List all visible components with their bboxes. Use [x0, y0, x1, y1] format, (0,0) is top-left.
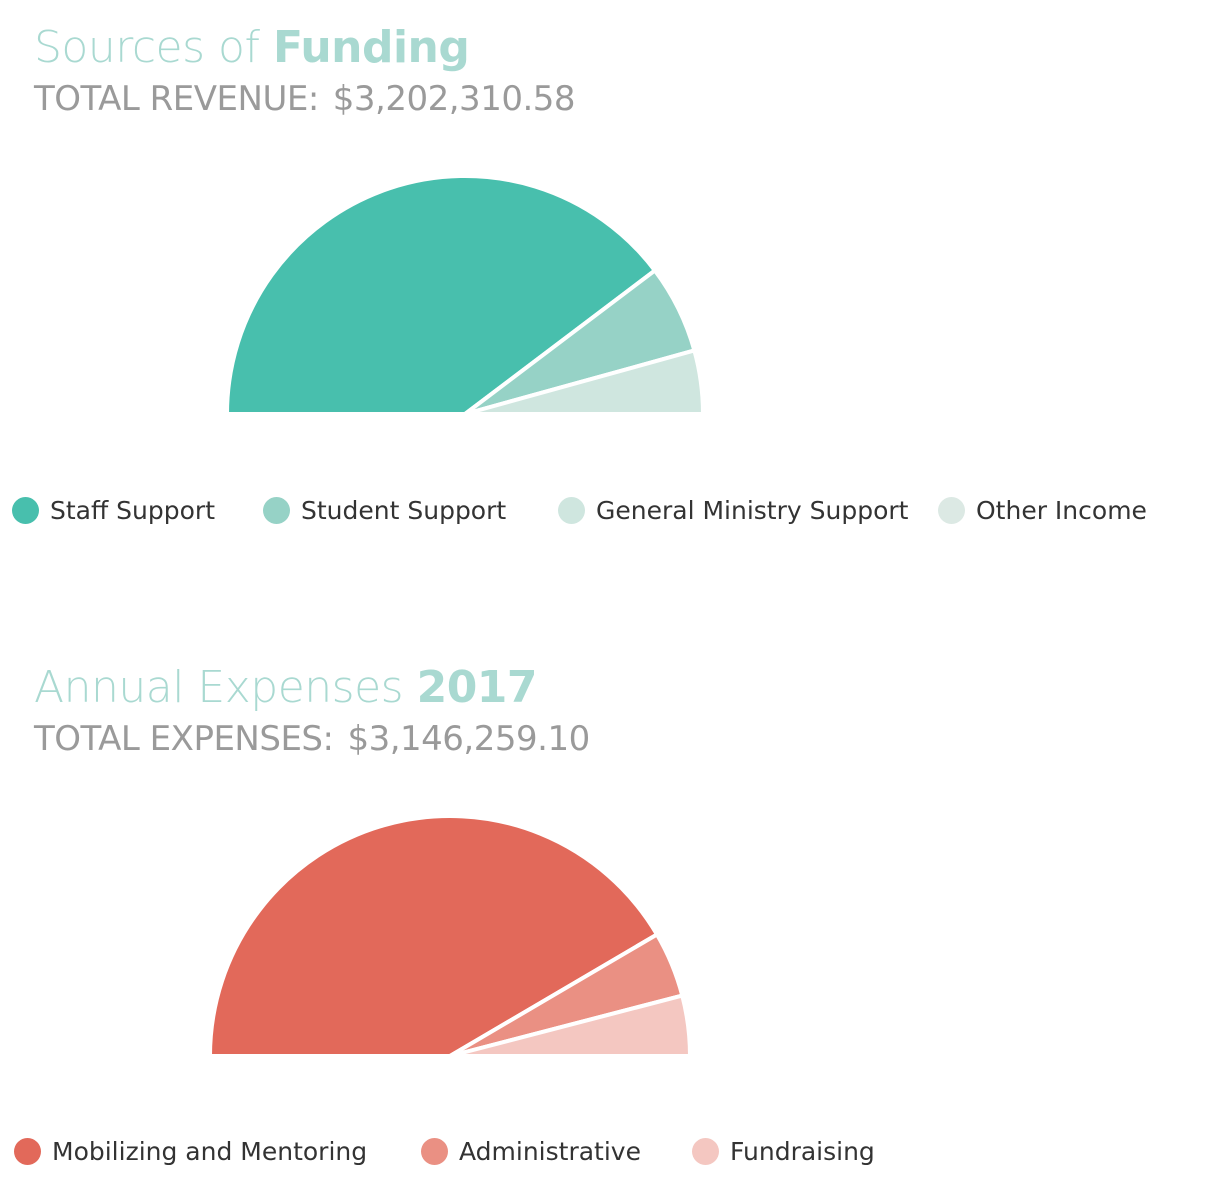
expenses-legend-item-mobilizing-and-mentoring: Mobilizing and Mentoring — [14, 1133, 367, 1169]
funding-legend-item-other-income: Other Income — [938, 492, 1147, 528]
funding-title-bold: Funding — [272, 22, 470, 73]
expenses-legend-label-fundraising: Fundraising — [730, 1136, 875, 1166]
expenses-title: Annual Expenses 2017 — [34, 662, 538, 714]
expenses-total-label: TOTAL EXPENSES: — [34, 719, 334, 759]
funding-title-light: Sources of — [34, 22, 260, 73]
expenses-legend-swatch-mobilizing-and-mentoring — [14, 1137, 41, 1165]
expenses-total: TOTAL EXPENSES: $3,146,259.10 — [34, 718, 590, 760]
funding-total-label: TOTAL REVENUE: — [34, 79, 319, 119]
funding-legend: Staff Support Student Support General Mini… — [0, 492, 1210, 528]
expenses-legend-item-fundraising: Fundraising — [692, 1133, 875, 1169]
expenses-slice-fundraising — [448, 993, 692, 1058]
funding-legend-label-general-ministry-support: General Ministry Support — [596, 495, 909, 525]
funding-legend-label-other-income: Other Income — [976, 495, 1147, 525]
funding-legend-swatch-general-ministry-support — [558, 496, 585, 524]
expenses-section: Annual Expenses 2017 TOTAL EXPENSES: $3,1… — [0, 640, 1210, 1190]
expenses-slice-mobilizing-and-mentoring — [208, 814, 659, 1058]
funding-legend-swatch-staff-support — [12, 496, 39, 524]
expenses-legend: Mobilizing and Mentoring Administrative Fu… — [0, 1133, 1210, 1169]
funding-total-value: $3,202,310.58 — [332, 79, 576, 119]
funding-legend-label-student-support: Student Support — [301, 495, 507, 525]
expenses-legend-item-administrative: Administrative — [421, 1133, 641, 1169]
funding-section: Sources of Funding TOTAL REVENUE: $3,202,… — [0, 0, 1210, 580]
expenses-total-value: $3,146,259.10 — [347, 719, 590, 759]
funding-slice-staff-support — [225, 174, 657, 416]
expenses-half-pie-chart — [208, 814, 692, 1058]
funding-slice-general-ministry-support — [463, 348, 705, 416]
funding-half-pie-chart — [225, 174, 705, 416]
funding-legend-label-staff-support: Staff Support — [50, 495, 215, 525]
expenses-legend-label-administrative: Administrative — [459, 1136, 641, 1166]
funding-title: Sources of Funding — [34, 22, 470, 74]
funding-legend-item-general-ministry-support: General Ministry Support — [558, 492, 908, 528]
expenses-legend-label-mobilizing-and-mentoring: Mobilizing and Mentoring — [52, 1136, 368, 1166]
funding-legend-swatch-student-support — [263, 496, 290, 524]
funding-legend-swatch-other-income — [938, 496, 965, 524]
expenses-legend-swatch-administrative — [421, 1137, 448, 1165]
funding-total: TOTAL REVENUE: $3,202,310.58 — [34, 78, 576, 120]
expenses-title-bold: 2017 — [416, 662, 538, 713]
expenses-legend-swatch-fundraising — [692, 1137, 719, 1165]
funding-legend-item-student-support: Student Support — [263, 492, 506, 528]
funding-legend-item-staff-support: Staff Support — [12, 492, 215, 528]
expenses-title-light: Annual Expenses — [34, 662, 404, 713]
